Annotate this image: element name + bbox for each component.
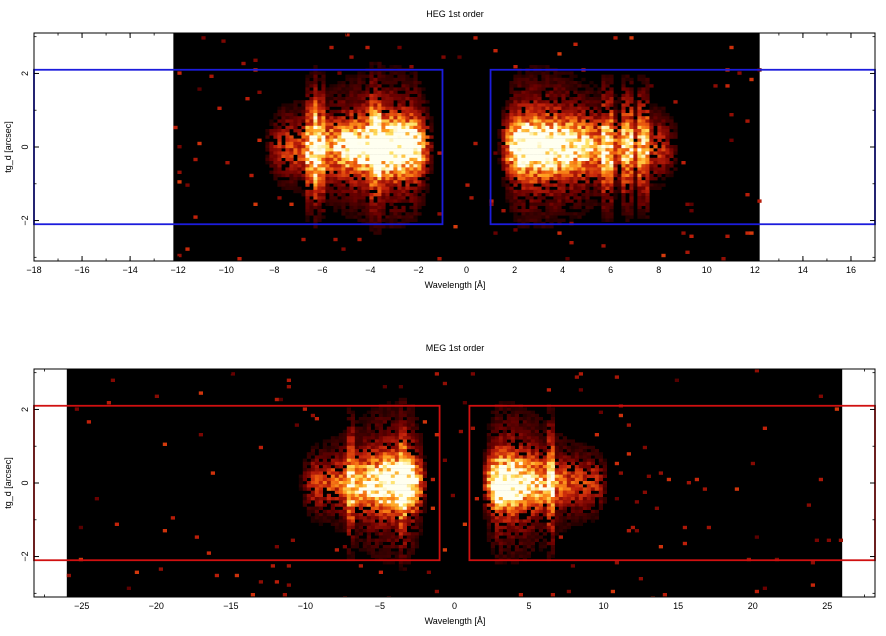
heg-x-tick-label: −14 bbox=[122, 265, 137, 275]
heg-y-tick-label: −2 bbox=[20, 215, 30, 225]
meg-x-tick-label: −25 bbox=[74, 601, 89, 611]
meg-panel: MEG 1st order −25 −20 −15 −10 −5 0 5 10 15 20 25 −… bbox=[3, 343, 876, 626]
meg-x-tick-label: 10 bbox=[599, 601, 609, 611]
heg-x-tick-label: 0 bbox=[464, 265, 469, 275]
meg-y-axis: −2 0 2 bbox=[20, 372, 875, 594]
heg-x-tick-label: −18 bbox=[26, 265, 41, 275]
meg-x-tick-label: −5 bbox=[375, 601, 385, 611]
meg-y-tick-label: 2 bbox=[20, 407, 30, 412]
heg-panel: HEG 1st order −18 −16 −14 −12 −10 −8 −6 −4 −2 0 2 4… bbox=[3, 9, 876, 290]
heg-title: HEG 1st order bbox=[426, 9, 484, 19]
heg-x-tick-label: −6 bbox=[317, 265, 327, 275]
meg-x-tick-label: 25 bbox=[822, 601, 832, 611]
heg-xlabel: Wavelength [Å] bbox=[425, 280, 486, 290]
heg-y-tick-label: 2 bbox=[20, 71, 30, 76]
meg-y-tick-label: 0 bbox=[20, 480, 30, 485]
heg-x-tick-label: −8 bbox=[269, 265, 279, 275]
heg-x-tick-label: 8 bbox=[656, 265, 661, 275]
heg-x-tick-label: −2 bbox=[413, 265, 423, 275]
heg-x-tick-label: 12 bbox=[750, 265, 760, 275]
heg-x-axis: −18 −16 −14 −12 −10 −8 −6 −4 −2 0 2 4 6 8 10 12 14 16 bbox=[26, 33, 876, 275]
meg-x-tick-label: 15 bbox=[673, 601, 683, 611]
heg-x-tick-label: 2 bbox=[512, 265, 517, 275]
heg-x-tick-label: −4 bbox=[365, 265, 375, 275]
meg-x-tick-label: 20 bbox=[748, 601, 758, 611]
meg-ylabel: tg_d [arcsec] bbox=[3, 457, 13, 509]
meg-y-tick-label: −2 bbox=[20, 551, 30, 561]
heg-x-tick-label: 14 bbox=[798, 265, 808, 275]
heg-x-tick-label: −10 bbox=[219, 265, 234, 275]
heg-y-axis: −2 0 2 bbox=[20, 36, 875, 258]
meg-x-tick-label: 5 bbox=[527, 601, 532, 611]
meg-heatmap-counts bbox=[66, 369, 843, 597]
meg-x-tick-label: −20 bbox=[149, 601, 164, 611]
meg-x-tick-label: −15 bbox=[223, 601, 238, 611]
meg-xlabel: Wavelength [Å] bbox=[425, 616, 486, 626]
meg-x-tick-label: −10 bbox=[298, 601, 313, 611]
heg-x-tick-label: 6 bbox=[608, 265, 613, 275]
meg-heatmap bbox=[66, 369, 843, 597]
heg-x-tick-label: 4 bbox=[560, 265, 565, 275]
heg-y-tick-label: 0 bbox=[20, 144, 30, 149]
heg-heatmap bbox=[173, 33, 762, 261]
meg-x-axis: −25 −20 −15 −10 −5 0 5 10 15 20 25 bbox=[44, 369, 865, 611]
heg-x-tick-label: 16 bbox=[846, 265, 856, 275]
meg-x-tick-label: 0 bbox=[452, 601, 457, 611]
heg-ylabel: tg_d [arcsec] bbox=[3, 121, 13, 173]
heg-x-tick-label: 10 bbox=[702, 265, 712, 275]
heg-x-tick-label: −12 bbox=[171, 265, 186, 275]
meg-title: MEG 1st order bbox=[426, 343, 485, 353]
meg-heatmap-background bbox=[66, 369, 843, 597]
heg-x-tick-label: −16 bbox=[74, 265, 89, 275]
